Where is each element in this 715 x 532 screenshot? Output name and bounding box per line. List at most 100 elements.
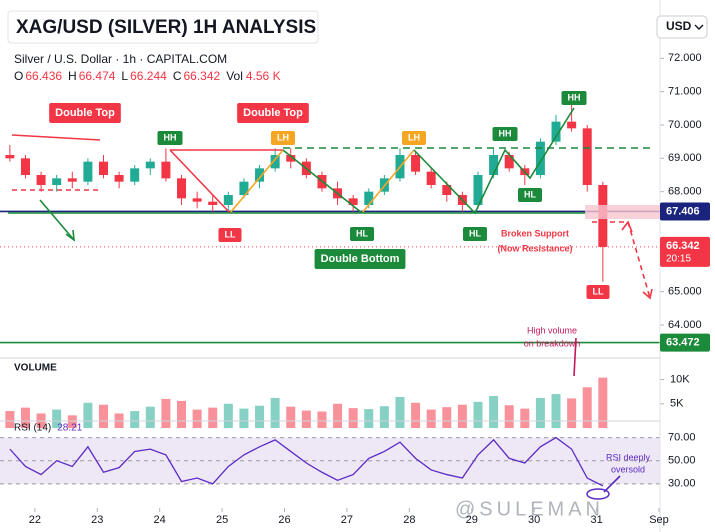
rsi-line: [9, 436, 604, 487]
volume-bar: [98, 404, 108, 428]
y-tick-label: 70.000: [668, 119, 702, 131]
candle-body: [426, 171, 436, 185]
ohlc-label: H: [68, 69, 77, 83]
candle-body: [582, 128, 592, 185]
candle-body: [442, 185, 452, 195]
volume-bar: [20, 407, 30, 428]
symbol-line: Silver / U.S. Dollar · 1h · CAPITAL.COM: [14, 52, 227, 66]
x-tick-label: 28: [403, 514, 415, 526]
ohlc-value: 66.436: [25, 69, 62, 83]
volume-bar: [52, 409, 62, 428]
candle-body: [504, 155, 514, 169]
volume-bar: [130, 411, 140, 428]
volume-bar: [379, 406, 389, 428]
level-label: 63.472: [666, 337, 700, 349]
annotation-box: [463, 227, 487, 241]
x-tick-label: Sep: [649, 514, 669, 526]
title: XAG/USD (SILVER) 1H ANALYSIS: [16, 17, 316, 38]
resistance-zone: [585, 205, 660, 219]
volume-bar: [208, 407, 218, 428]
y-tick-label: 68.000: [668, 186, 702, 198]
annotation: LH: [408, 132, 420, 142]
currency-label[interactable]: USD: [666, 19, 692, 33]
candle-body: [67, 178, 77, 182]
candle-body: [5, 155, 15, 159]
y-tick-label: 64.000: [668, 319, 702, 331]
last-price-box: [660, 236, 710, 267]
annotation: LL: [225, 229, 236, 239]
annotation-box: [350, 227, 374, 241]
volume-label: Vol: [226, 69, 243, 83]
annotation: Broken Support: [501, 228, 569, 238]
oversold-circle: [586, 488, 610, 500]
ohlc-label: O: [14, 69, 23, 83]
annotation-box: [271, 131, 295, 145]
dropdown-caret[interactable]: [694, 24, 704, 30]
volume-bar: [192, 409, 202, 428]
currency-dropdown[interactable]: [656, 15, 708, 39]
volume-bar: [301, 410, 311, 428]
x-tick-label: 30: [528, 514, 540, 526]
volume-bar: [426, 409, 436, 428]
candle-body: [52, 178, 62, 185]
volume-bar: [567, 398, 577, 428]
candle-body: [364, 191, 374, 205]
panel-title: VOLUME: [14, 363, 57, 374]
volume-bar: [5, 411, 15, 428]
x-tick-label: 31: [590, 514, 602, 526]
countdown: 20:15: [666, 254, 691, 265]
title-box: [7, 10, 319, 44]
annotation-box: [561, 91, 587, 105]
volume-bar: [473, 401, 483, 428]
annotation-box: [586, 285, 610, 299]
candle-body: [145, 161, 155, 169]
volume-value: 4.56 K: [246, 69, 281, 83]
volume-bar: [442, 407, 452, 428]
candle-body: [130, 168, 140, 182]
volume-bar: [364, 409, 374, 428]
candle-body: [255, 168, 265, 182]
candle-body: [535, 141, 545, 175]
candle-body: [36, 175, 46, 185]
annotation: HL: [356, 228, 368, 238]
y-tick-label: 71.000: [668, 86, 702, 98]
candle-body: [83, 161, 93, 182]
volume-bar: [83, 402, 93, 428]
trend-lines: [8, 107, 653, 493]
x-tick-label: 29: [466, 514, 478, 526]
y-tick-label: 69.000: [668, 152, 702, 164]
watermark: @SULEMAN: [455, 498, 604, 520]
last-price-label: 66.342: [666, 240, 700, 252]
annotation: LL: [593, 286, 604, 296]
x-tick-label: 24: [154, 514, 166, 526]
ohlc-value: 66.244: [130, 69, 167, 83]
candle-body: [223, 195, 233, 205]
y-tick-label: 30.00: [668, 478, 696, 490]
candle-body: [286, 155, 296, 162]
annotation: (Now Resistance): [497, 243, 572, 253]
y-tick-label: 72.000: [668, 52, 702, 64]
x-tick-label: 22: [29, 514, 41, 526]
annotation: High volume: [527, 325, 577, 335]
annotation-box: [157, 131, 183, 145]
annotation: HH: [164, 132, 177, 142]
volume-bar: [411, 402, 421, 428]
volume-bar: [223, 403, 233, 428]
volume-bar: [270, 397, 280, 428]
volume-bar: [239, 408, 249, 428]
panel-title: RSI (14): [14, 423, 51, 434]
volume-bar: [348, 408, 358, 428]
candle-body: [567, 121, 577, 129]
y-tick-label: 5K: [670, 398, 684, 410]
candle-body: [239, 181, 249, 195]
annotation: HL: [524, 189, 536, 199]
annotation-box: [49, 103, 121, 123]
annotation: Double Top: [243, 107, 303, 119]
candle-body: [551, 121, 561, 142]
annotation: HH: [568, 92, 581, 102]
volume-bar: [161, 398, 171, 428]
candle-body: [161, 161, 171, 179]
volume-bar: [504, 405, 514, 428]
candle-body: [411, 155, 421, 172]
annotation-box: [402, 131, 426, 145]
